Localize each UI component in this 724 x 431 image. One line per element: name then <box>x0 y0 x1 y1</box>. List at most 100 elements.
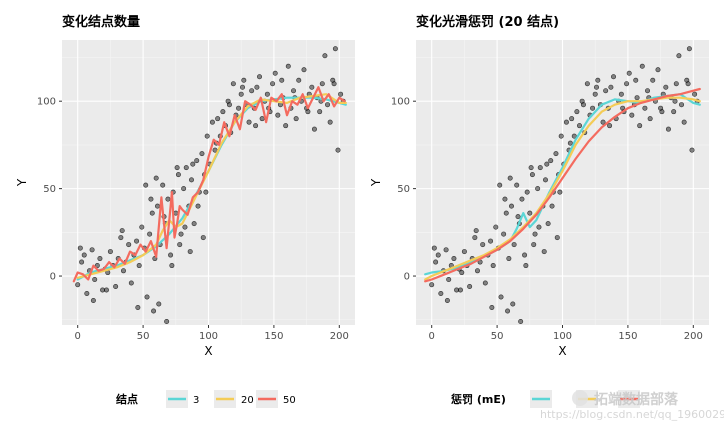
data-point <box>510 301 516 307</box>
data-point <box>264 91 270 97</box>
data-point <box>438 291 444 297</box>
data-point <box>532 231 538 237</box>
legend-label: 3 <box>193 395 199 406</box>
x-tick-label: 50 <box>137 331 150 342</box>
data-point <box>160 182 166 188</box>
data-point <box>467 284 473 290</box>
data-point <box>580 102 586 108</box>
x-tick-label: 100 <box>199 331 218 342</box>
data-point <box>671 109 677 115</box>
x-tick-label: 150 <box>618 331 637 342</box>
scatter-points <box>75 46 346 325</box>
data-point <box>77 245 83 251</box>
data-point <box>519 196 525 202</box>
data-point <box>119 228 125 234</box>
data-point <box>194 158 200 164</box>
data-point <box>488 238 494 244</box>
data-point <box>545 221 551 227</box>
data-point <box>472 235 478 241</box>
data-point <box>203 189 209 195</box>
data-point <box>168 252 174 258</box>
x-tick-label: 200 <box>684 331 703 342</box>
y-tick-label: 50 <box>43 184 56 195</box>
data-point <box>647 116 653 122</box>
data-point <box>663 84 669 90</box>
data-point <box>178 231 184 237</box>
data-point <box>590 105 596 111</box>
data-point <box>103 287 109 293</box>
data-point <box>156 301 162 307</box>
data-point <box>549 203 555 209</box>
y-tick-label: 0 <box>404 272 410 283</box>
y-tick-label: 50 <box>397 184 410 195</box>
data-point <box>293 116 299 122</box>
y-tick-label: 0 <box>50 272 56 283</box>
data-point <box>503 210 509 216</box>
data-point <box>548 158 554 164</box>
data-point <box>317 109 323 115</box>
data-point <box>624 81 630 87</box>
data-point <box>134 238 140 244</box>
data-point <box>154 203 160 209</box>
data-point <box>149 210 155 216</box>
panel-title: 变化光滑惩罚 (20 结点) <box>416 14 559 30</box>
data-point <box>655 67 661 73</box>
data-point <box>305 109 311 115</box>
x-tick-label: 150 <box>264 331 283 342</box>
data-point <box>446 277 452 283</box>
data-point <box>531 242 537 248</box>
data-point <box>270 81 276 87</box>
data-point <box>673 81 679 87</box>
data-point <box>574 109 580 115</box>
data-point <box>685 81 691 87</box>
data-point <box>474 268 480 274</box>
data-point <box>645 88 651 94</box>
data-point <box>285 63 291 69</box>
data-point <box>584 81 590 87</box>
data-point <box>515 214 521 220</box>
data-point <box>608 84 614 90</box>
data-point <box>169 263 175 269</box>
data-point <box>177 242 183 248</box>
data-point <box>84 291 90 297</box>
data-point <box>676 53 682 59</box>
x-tick-label: 100 <box>553 331 572 342</box>
data-point <box>563 119 569 125</box>
data-point <box>595 77 601 83</box>
data-point <box>136 263 142 269</box>
data-point <box>283 123 289 129</box>
data-point <box>79 259 85 265</box>
data-point <box>451 256 457 262</box>
series-line-50 <box>72 86 346 283</box>
wechat-logo-icon <box>572 390 588 406</box>
x-axis-label: X <box>204 344 212 358</box>
data-point <box>507 175 513 181</box>
legend: 结点 3 20 50 <box>115 390 296 408</box>
data-point <box>183 165 189 171</box>
data-point <box>480 242 486 248</box>
data-point <box>246 119 252 125</box>
y-tick-label: 100 <box>37 97 56 108</box>
data-point <box>322 53 328 59</box>
data-point <box>332 46 338 52</box>
data-point <box>327 119 333 125</box>
data-point <box>528 165 534 171</box>
data-point <box>689 147 695 153</box>
data-point <box>629 112 635 118</box>
data-point <box>569 116 575 122</box>
data-point <box>553 151 559 157</box>
data-point <box>659 109 665 115</box>
data-point <box>473 228 479 234</box>
data-point <box>174 165 180 171</box>
data-point <box>272 70 278 76</box>
data-point <box>128 280 134 286</box>
data-point <box>514 182 520 188</box>
chart-panel-2: 0 50 100 150 200 0 50 100 变化光滑惩罚 (20 结点) X Y 惩罚 (mE… <box>369 14 709 408</box>
data-point <box>506 256 512 262</box>
chart-panel-1: 0 50 100 150 200 0 50 100 变化结点数量 X Y 结点 3 20 50 <box>15 14 355 408</box>
data-point <box>191 221 197 227</box>
data-point <box>529 172 535 178</box>
data-point <box>75 282 81 288</box>
data-point <box>301 67 307 73</box>
